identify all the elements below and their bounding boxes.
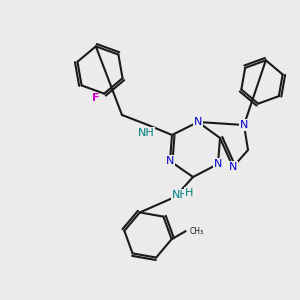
Text: N: N — [214, 159, 222, 169]
Text: N: N — [194, 117, 202, 127]
Text: N: N — [229, 162, 237, 172]
Text: N: N — [166, 156, 174, 166]
Text: F: F — [92, 93, 100, 103]
Text: NH: NH — [172, 190, 188, 200]
Text: N: N — [240, 120, 248, 130]
Text: CH₃: CH₃ — [190, 227, 204, 236]
Text: H: H — [185, 188, 193, 198]
Text: NH: NH — [138, 128, 154, 138]
